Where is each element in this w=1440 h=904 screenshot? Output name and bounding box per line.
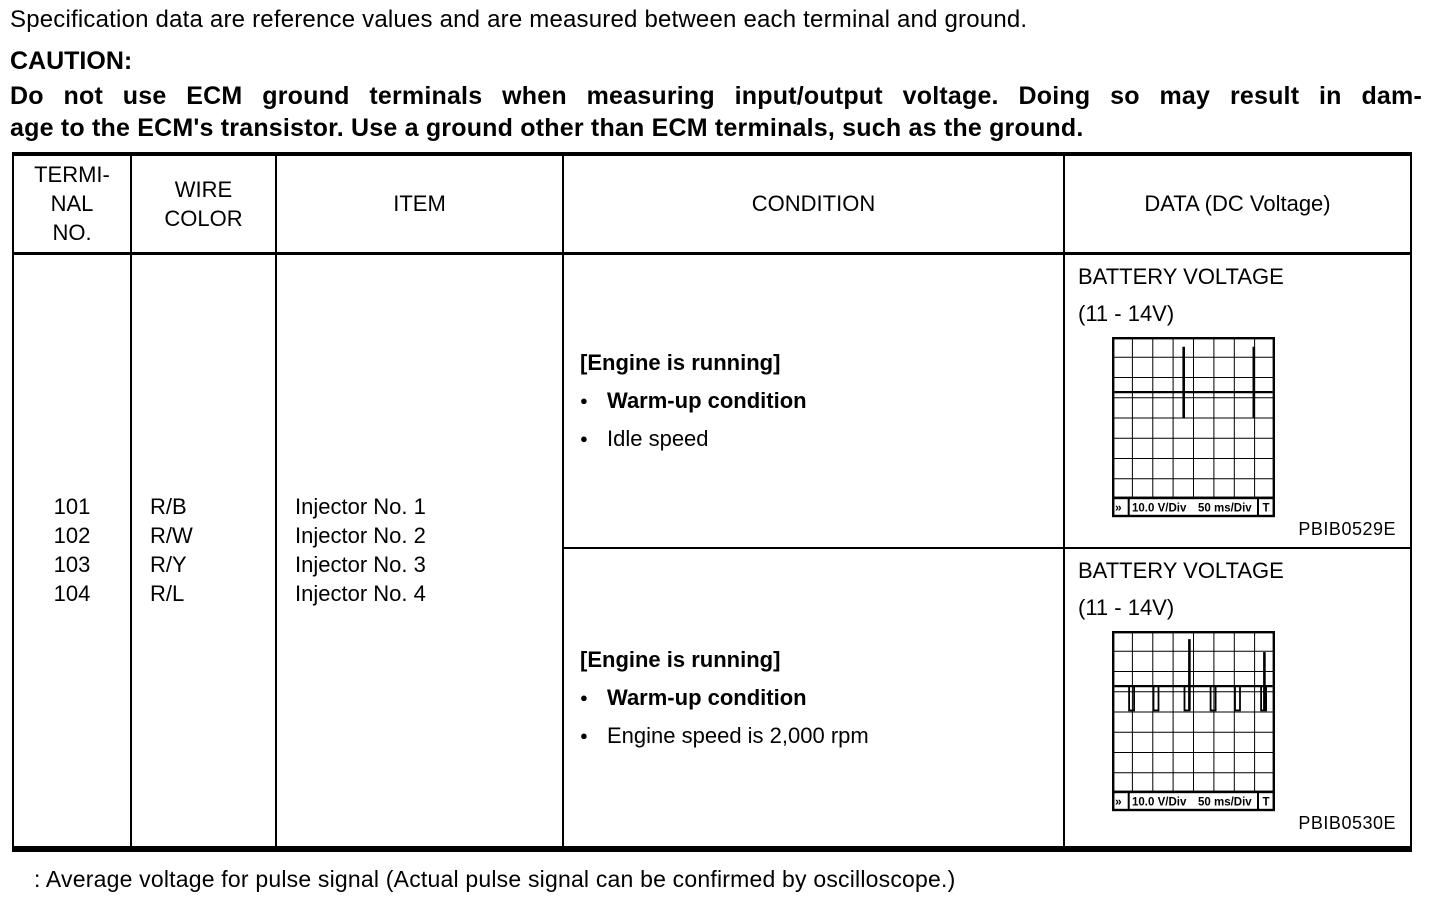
bullet-text: Engine speed is 2,000 rpm [607, 722, 869, 748]
condition-bullet-item: ● Warm-up condition [580, 387, 1063, 413]
condition-cell-idle: [Engine is running] ● Warm-up condition … [562, 252, 1065, 549]
svg-text:T: T [1263, 797, 1270, 809]
header-condition: CONDITION [562, 153, 1065, 255]
caution-line: Do not use ECM ground terminals when mea… [10, 82, 1422, 110]
terminal-no-cell: 101 102 103 104 [12, 252, 132, 850]
data-range: (11 - 14V) [1078, 595, 1175, 620]
header-data: DATA (DC Voltage) [1063, 153, 1412, 255]
wire-color-value: R/W [150, 523, 193, 549]
item-cell: Injector No. 1 Injector No. 2 Injector N… [275, 252, 564, 850]
table-row: 101 102 103 104 R/B R/W R/Y R/L Injector… [12, 252, 1412, 850]
svg-text:10.0 V/Div: 10.0 V/Div [1132, 797, 1187, 809]
bullet-icon: ● [580, 392, 588, 408]
bullet-text: Idle speed [607, 425, 709, 451]
item-value: Injector No. 3 [295, 552, 426, 578]
bullet-icon: ● [580, 689, 588, 705]
condition-bullet-item: ● Warm-up condition [580, 684, 1063, 710]
svg-text:»: » [1115, 795, 1122, 809]
header-row: TERMI- NAL NO. WIRE COLOR ITEM CONDITION… [12, 153, 1412, 255]
svg-text:10.0 V/Div: 10.0 V/Div [1132, 502, 1187, 514]
condition-bullet-item: ● Engine speed is 2,000 rpm [580, 722, 1063, 748]
caution-body: Do not use ECM ground terminals when mea… [10, 80, 1422, 144]
header-item: ITEM [275, 153, 564, 255]
data-title: BATTERY VOLTAGE [1078, 263, 1284, 289]
figure-caption: PBIB0530E [1298, 813, 1396, 833]
wire-color-value: R/L [150, 581, 185, 607]
spec-table: TERMI- NAL NO. WIRE COLOR ITEM CONDITION… [12, 152, 1412, 852]
header-terminal-no: TERMI- NAL NO. [12, 153, 132, 255]
header-wire-color: WIRE COLOR [130, 153, 277, 255]
caution-line: age to the ECM's transistor. Use a groun… [10, 114, 1084, 142]
wire-color-value: R/Y [150, 552, 187, 578]
oscilloscope-screen: » 10.0 V/Div 50 ms/Div T [1112, 631, 1275, 812]
data-title: BATTERY VOLTAGE [1078, 558, 1284, 583]
terminal-no-value: 103 [53, 552, 91, 578]
terminal-no-value: 102 [53, 523, 91, 549]
figure-caption: PBIB0529E [1298, 518, 1396, 539]
item-value: Injector No. 2 [295, 523, 426, 549]
bullet-text: Warm-up condition [607, 387, 807, 413]
footnote: : Average voltage for pulse signal (Actu… [34, 866, 956, 892]
oscilloscope-screen: » 10.0 V/Div 50 ms/Div T [1112, 336, 1275, 517]
wire-color-value: R/B [150, 494, 187, 520]
bullet-icon: ● [580, 430, 588, 446]
svg-text:50 ms/Div: 50 ms/Div [1198, 502, 1252, 514]
condition-header: [Engine is running] [580, 349, 781, 375]
data-range: (11 - 14V) [1078, 300, 1175, 326]
table-row: [Engine is running] ● Warm-up condition … [13, 547, 1412, 850]
condition-cell-2000rpm: [Engine is running] ● Warm-up condition … [562, 547, 1065, 850]
condition-header: [Engine is running] [580, 646, 781, 672]
bullet-icon: ● [580, 727, 588, 743]
terminal-no-value: 101 [53, 494, 91, 520]
data-cell-2000rpm: BATTERY VOLTAGE (11 - 14V) » 10.0 V/Div 50… [1063, 547, 1412, 850]
item-value: Injector No. 4 [295, 581, 426, 607]
svg-text:50 ms/Div: 50 ms/Div [1198, 797, 1252, 809]
condition-bullet-item: ● Idle speed [580, 425, 1063, 451]
wire-color-cell: R/B R/W R/Y R/L [130, 252, 277, 850]
caution-heading: CAUTION: [10, 47, 133, 75]
data-cell-idle: BATTERY VOLTAGE (11 - 14V) » 10.0 V/Div 50… [1063, 252, 1412, 549]
terminal-no-value: 104 [53, 581, 91, 607]
svg-text:T: T [1263, 502, 1270, 514]
intro-text: Specification data are reference values … [10, 6, 1028, 33]
bullet-text: Warm-up condition [607, 684, 807, 710]
svg-text:»: » [1115, 500, 1122, 514]
item-value: Injector No. 1 [295, 494, 426, 520]
